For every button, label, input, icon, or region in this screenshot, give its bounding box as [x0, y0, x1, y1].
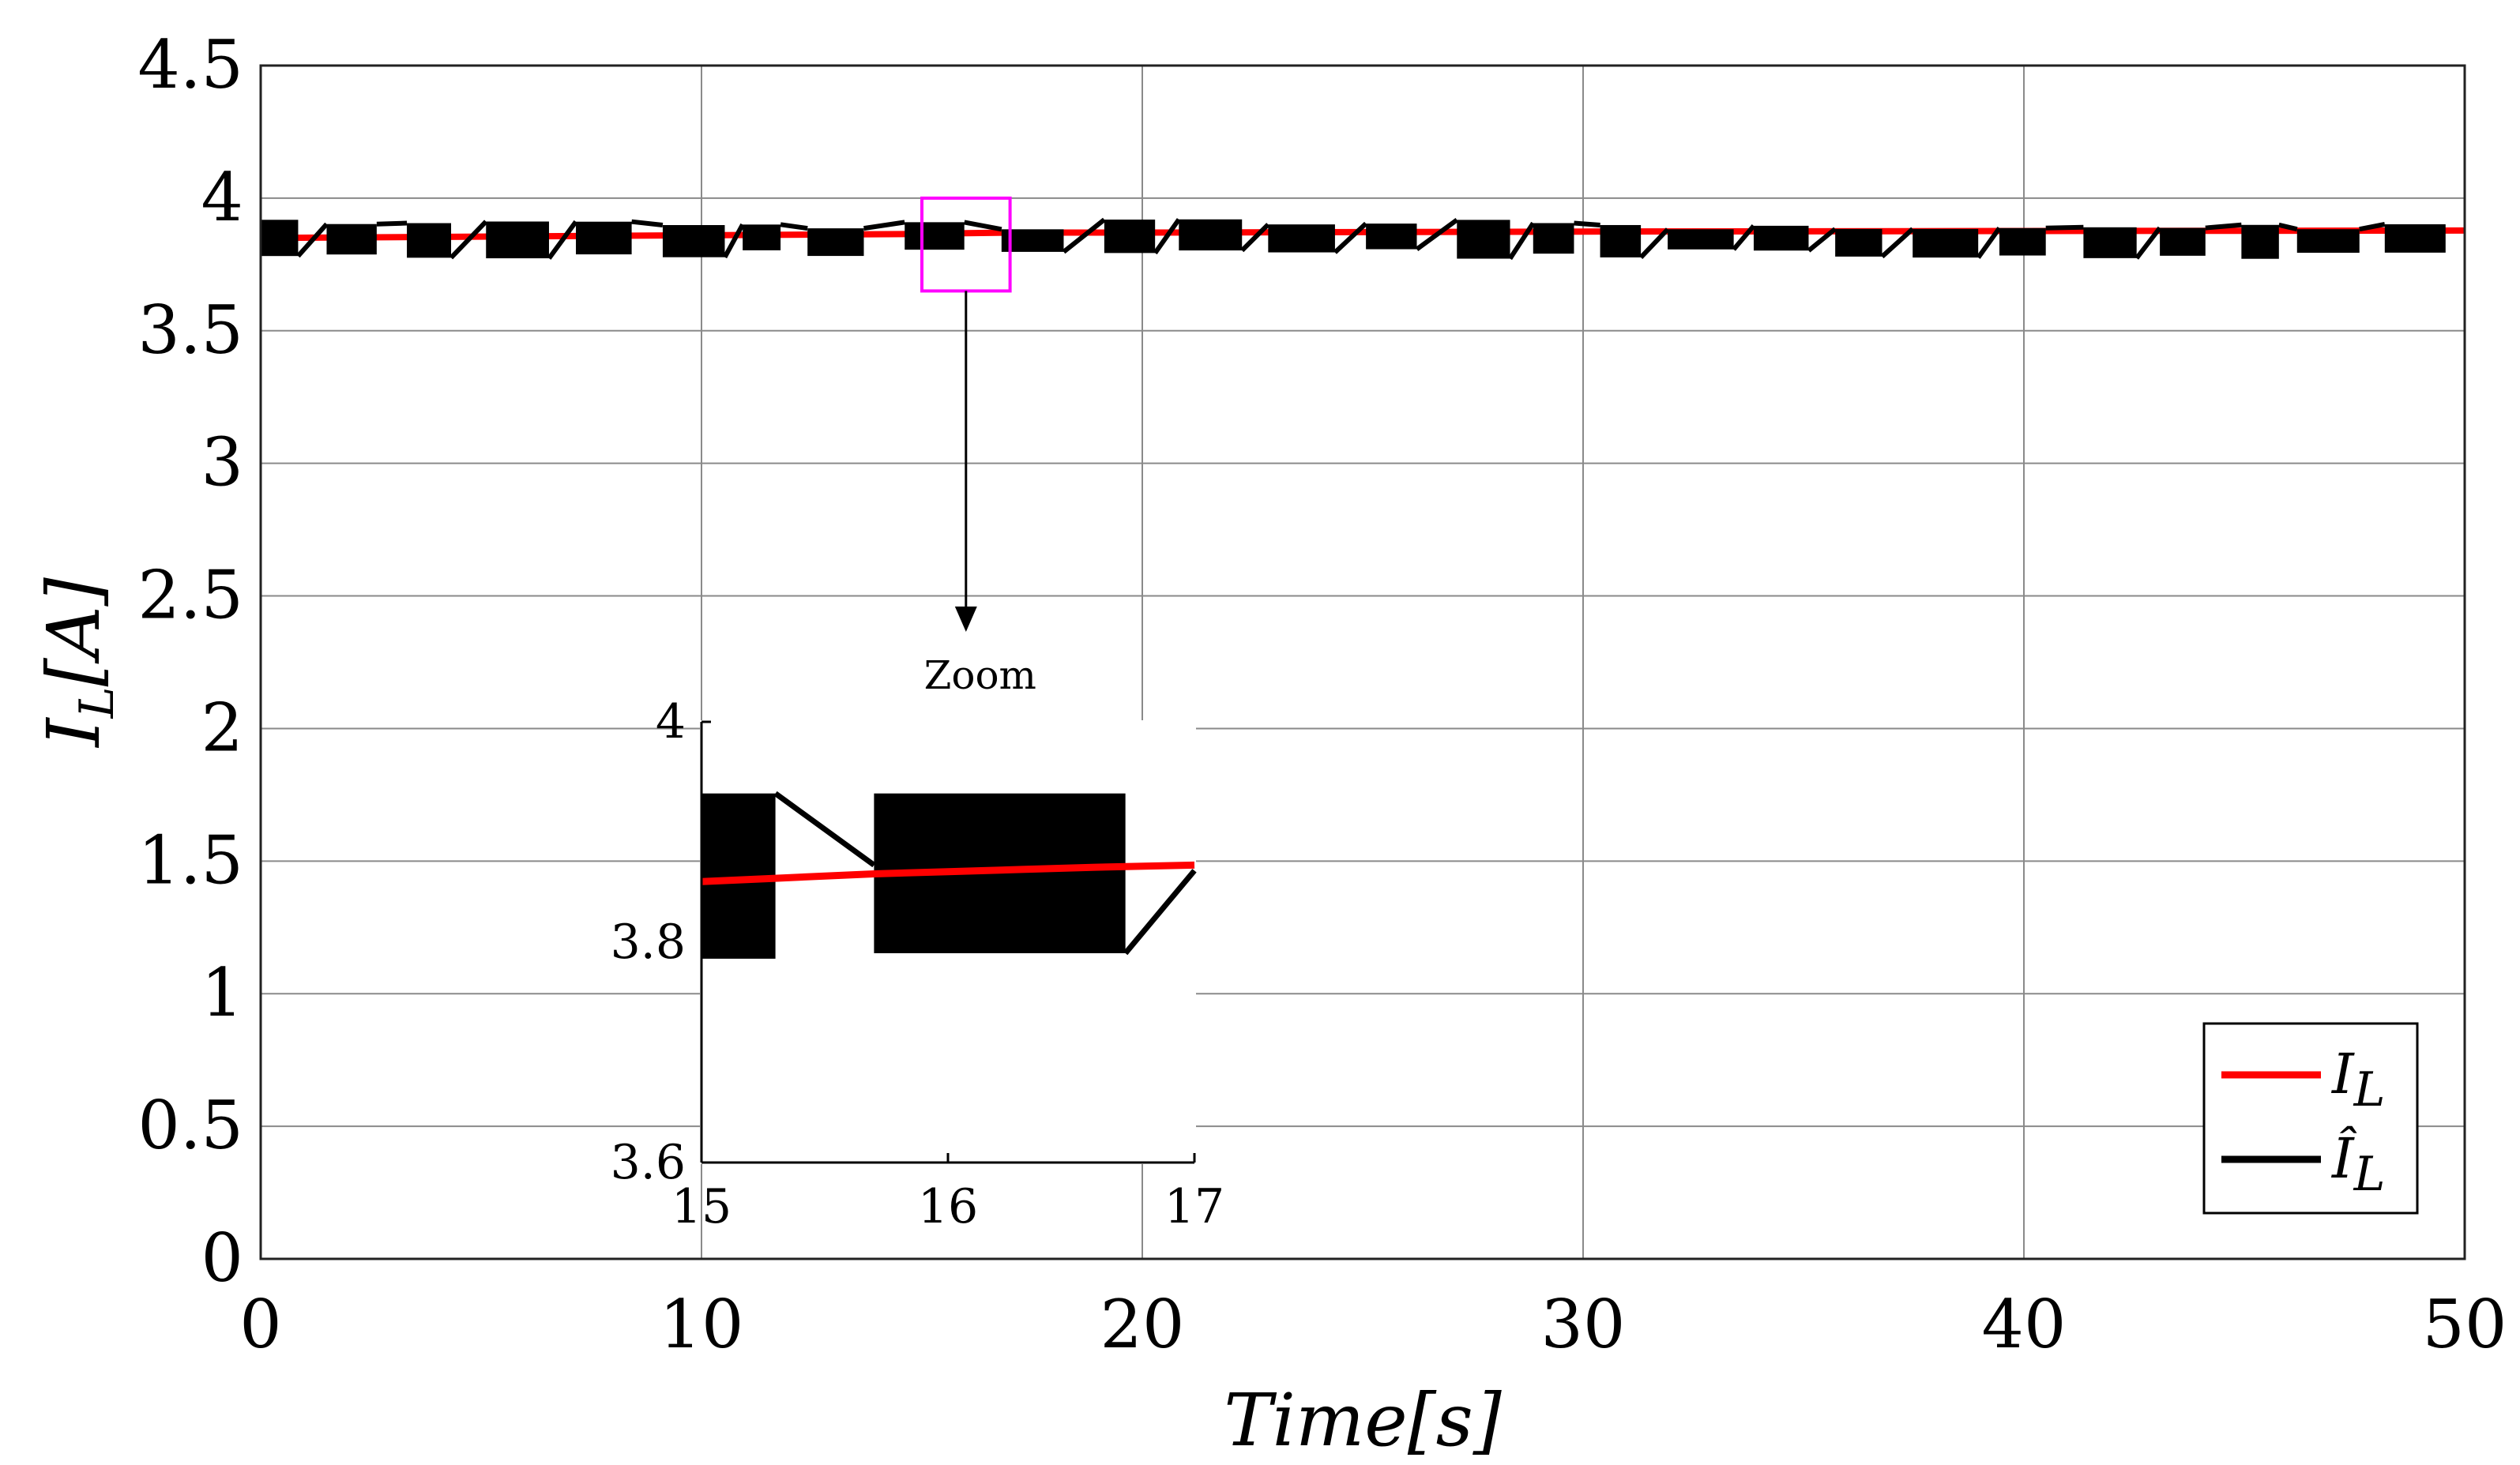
series-il-hat-block [743, 224, 781, 250]
y-axis-label-unit: [A] [32, 577, 116, 686]
series-il-hat-block [1457, 220, 1510, 259]
series-il-hat-block [1533, 223, 1574, 254]
y-tick-label: 0.5 [137, 1087, 243, 1164]
y-tick-label: 2.5 [137, 557, 243, 634]
series-il-hat-block [1179, 219, 1243, 251]
x-tick-label: 20 [1100, 1286, 1185, 1363]
inset-axes [700, 720, 1196, 1164]
zoom-label: Zoom [924, 652, 1036, 698]
series-il-hat-block [326, 224, 377, 255]
y-axis-label-sub: L [70, 687, 125, 719]
series-il-hat-block [2241, 224, 2279, 259]
legend-box [2202, 1022, 2419, 1215]
series-il-hat-block [1835, 228, 1882, 257]
y-tick-label: 2 [201, 689, 243, 766]
main-series [260, 217, 2465, 261]
y-tick-label: 1.5 [137, 821, 243, 899]
series-il-hat-connectors [296, 217, 2386, 261]
y-tick-label: 4 [201, 159, 243, 236]
y-tick-label: 0 [201, 1219, 243, 1297]
x-tick-label: 50 [2423, 1286, 2507, 1363]
series-il-hat-block [905, 222, 965, 250]
series-il-hat-block [576, 221, 632, 255]
zoom-annotation: Zoom [920, 196, 1036, 698]
series-il-hat-block [1668, 229, 1734, 250]
series-il-hat-block [807, 228, 864, 257]
x-tick-label: 10 [660, 1286, 744, 1363]
y-tick-label: 3 [201, 424, 243, 501]
x-tick-label: 30 [1541, 1286, 1626, 1363]
plot-frame [259, 64, 2466, 1260]
inset-x-tick-label: 15 [671, 1179, 732, 1234]
series-il-hat-block [2296, 229, 2360, 254]
series-il-hat-block [1753, 225, 1809, 251]
series-il-hat-block [1913, 228, 1979, 258]
y-tick-label: 4.5 [137, 26, 243, 103]
inset-il-hat-connector [1123, 869, 1197, 956]
y-tick-label: 1 [201, 954, 243, 1031]
x-tick-label: 0 [239, 1286, 281, 1363]
main-tick-labels: 0 10 20 30 40 50 0 0.5 1 1.5 2 2.5 3 3.5 4 4.5 [137, 26, 2507, 1363]
inset-il-hat-connector [773, 791, 876, 868]
series-il-hat-block [407, 223, 452, 258]
inset-y-tick-label: 4 [656, 694, 686, 749]
legend-entry-il-hat-main: Î [2330, 1126, 2357, 1191]
series-il-hat-block [2160, 227, 2206, 256]
series-il-hat-block [1001, 229, 1064, 252]
legend-entry-il-hat: ÎL [2330, 1126, 2386, 1202]
series-il-hat-block [2384, 224, 2446, 253]
inset-series [701, 791, 1197, 959]
series-il-hat-block [1104, 220, 1156, 254]
inset-tick-labels: 15 16 17 3.6 3.8 4 [611, 694, 1225, 1234]
legend-entry-il-main: I [2330, 1042, 2355, 1106]
y-tick-label: 3.5 [137, 291, 243, 369]
series-il-hat-block [1268, 224, 1335, 253]
x-tick-label: 40 [1982, 1286, 2067, 1363]
series-il-hat-block [662, 225, 725, 257]
inset-il-line [701, 861, 1195, 885]
legend: IL ÎL [2202, 1022, 2419, 1215]
inset-y-tick-label: 3.8 [611, 915, 686, 970]
x-axis-label: Time[s] [1224, 1378, 1502, 1463]
inset-y-tick-label: 3.6 [611, 1135, 686, 1190]
series-il-hat-block [1999, 227, 2046, 256]
zoom-arrowhead [954, 607, 977, 632]
series-il-hat-block [1600, 224, 1642, 257]
series-il-hat-block [1366, 224, 1417, 250]
series-il-hat-block [2083, 227, 2137, 258]
y-axis-label-main: I [32, 717, 116, 749]
y-axis-label: IL[A] [32, 577, 125, 749]
inset-x-tick-label: 17 [1164, 1179, 1224, 1234]
legend-entry-il-hat-sub: L [2353, 1147, 2386, 1202]
series-il-hat-block [486, 221, 549, 259]
legend-entry-il-sub: L [2353, 1062, 2386, 1118]
legend-entry-il: IL [2330, 1042, 2386, 1118]
inset-plot: 15 16 17 3.6 3.8 4 [611, 694, 1225, 1234]
inset-x-tick-label: 16 [918, 1179, 978, 1234]
series-il-hat-block [261, 220, 299, 257]
